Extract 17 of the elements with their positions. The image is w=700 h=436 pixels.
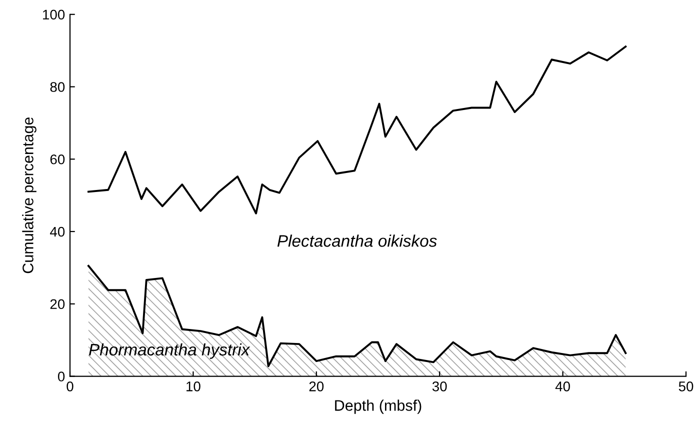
x-tick-label: 40 (555, 381, 570, 392)
y-tick-label: 100 (43, 10, 65, 20)
y-tick-label: 0 (58, 372, 65, 382)
series-label: Plectacantha oikiskos (277, 234, 437, 247)
x-tick-label: 20 (309, 381, 324, 392)
y-axis-title: Cumulative percentage (22, 117, 36, 274)
y-tick-label: 60 (50, 154, 65, 164)
y-tick-label: 20 (50, 299, 65, 310)
x-tick-label: 30 (432, 381, 447, 392)
x-tick-label: 10 (186, 381, 200, 392)
y-tick-label: 40 (50, 226, 65, 237)
series-label: Phormacantha hystrix (88, 343, 250, 359)
line-series (88, 46, 627, 214)
x-axis-title: Depth (mbsf) (335, 400, 422, 414)
x-tick-label: 50 (678, 381, 694, 392)
x-tick-label: 0 (66, 381, 74, 392)
y-tick-label: 80 (50, 82, 65, 92)
